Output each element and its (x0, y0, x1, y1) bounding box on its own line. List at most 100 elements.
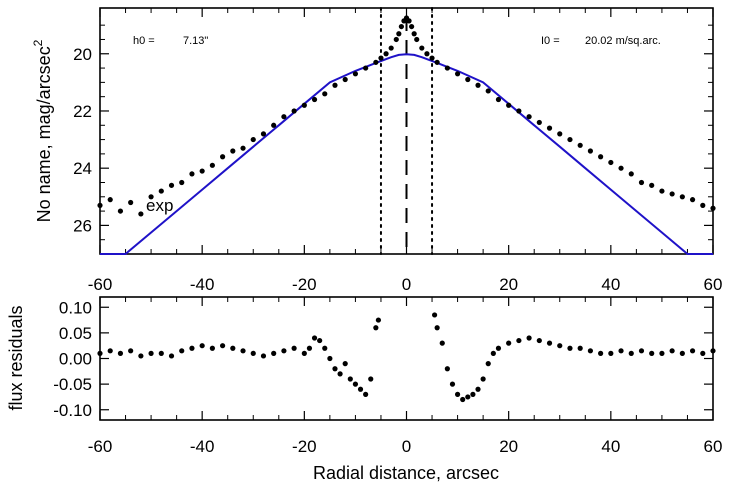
observed-profile-point (409, 23, 415, 30)
observed-profile-point (209, 162, 215, 168)
bottom-x-tick-label: -40 (190, 437, 215, 456)
residual-point (107, 348, 113, 354)
bottom-x-tick-label: -20 (292, 437, 317, 456)
top-x-tick-label: -40 (190, 275, 215, 294)
residual-point (342, 361, 348, 367)
observed-profile-point (363, 65, 369, 71)
x-axis-title: Radial distance, arcsec (313, 463, 499, 483)
observed-profile-point (411, 31, 417, 37)
residual-point (506, 340, 512, 346)
observed-profile-point (271, 122, 277, 128)
residual-point (189, 345, 195, 351)
observed-profile-point (199, 168, 205, 174)
residual-point (347, 376, 353, 382)
observed-profile-point (700, 202, 706, 208)
observed-profile-point (689, 197, 696, 203)
observed-profile-point (465, 76, 471, 83)
residual-point (444, 366, 450, 372)
observed-profile-point (475, 82, 481, 88)
observed-profile-point (168, 182, 175, 188)
residual-point (431, 312, 438, 318)
residual-point (209, 345, 215, 351)
top-x-tick-label: 40 (601, 275, 620, 294)
h0-label: h0 = (133, 35, 155, 47)
observed-profile-point (526, 114, 532, 120)
residual-point (434, 325, 440, 331)
residual-point (454, 391, 461, 397)
top-y-tick-label: 22 (73, 102, 92, 121)
bottom-y-tick-label: 0.10 (59, 298, 92, 317)
observed-profile-point (628, 171, 634, 177)
residual-point (460, 396, 466, 403)
observed-profile-point (506, 102, 512, 108)
observed-profile-point (557, 131, 563, 137)
residual-point (495, 345, 502, 351)
residual-point (337, 371, 343, 377)
residual-point (628, 350, 634, 356)
observed-profile-point (189, 171, 195, 177)
observed-profile-point (332, 82, 338, 88)
observed-profile-point (301, 102, 307, 108)
residual-point (158, 350, 164, 356)
observed-profile-point (107, 197, 113, 203)
residual-point (649, 350, 655, 356)
observed-profile-point (608, 159, 614, 166)
residual-point (148, 350, 154, 356)
observed-profile-point (230, 148, 236, 154)
observed-profile-point (638, 179, 645, 186)
observed-profile-point (546, 125, 553, 131)
bottom-x-tick-label: 60 (704, 437, 723, 456)
residual-point (480, 376, 486, 382)
bottom-y-tick-label: -0.05 (53, 375, 92, 394)
residual-point (375, 317, 382, 323)
bottom-y-tick-label: 0.00 (59, 350, 92, 369)
observed-profile-point (516, 108, 522, 114)
observed-profile-point (618, 165, 624, 171)
residual-point (179, 348, 185, 354)
residual-point (373, 325, 379, 331)
bottom-x-tick-label: 0 (402, 437, 411, 456)
top-y-tick-label: 24 (73, 159, 92, 178)
observed-profile-point (250, 136, 256, 143)
observed-profile-point (393, 36, 399, 43)
observed-profile-point (158, 188, 164, 194)
residual-points (97, 312, 716, 403)
residual-point (327, 355, 333, 362)
observed-profile-points (97, 15, 716, 217)
residual-point (485, 361, 491, 367)
residual-point (679, 350, 685, 356)
observed-profile-point (148, 194, 154, 200)
residual-point (465, 394, 471, 400)
residual-point (199, 343, 205, 349)
residual-point (608, 350, 614, 356)
bottom-panel-frame (99, 296, 714, 421)
observed-profile-point (424, 51, 430, 57)
observed-profile-point (322, 91, 328, 97)
observed-profile-point (536, 119, 542, 126)
residual-point (618, 348, 624, 354)
observed-profile-point (495, 96, 502, 103)
residual-point (536, 337, 542, 344)
observed-profile-point (598, 154, 604, 160)
residual-point (311, 335, 318, 341)
residual-point (128, 348, 134, 354)
observed-profile-point (281, 114, 287, 120)
residual-point (669, 348, 675, 354)
residual-point (363, 391, 369, 397)
residual-point (97, 350, 103, 356)
observed-profile-point (577, 142, 583, 148)
observed-profile-point (117, 208, 124, 214)
residual-point (567, 345, 573, 351)
observed-profile-point (378, 55, 384, 61)
observed-profile-point (220, 154, 226, 160)
observed-profile-point (649, 182, 655, 188)
observed-profile-point (352, 71, 359, 77)
residual-point (168, 353, 175, 359)
exp-model-label: exp (146, 196, 173, 215)
residual-point (689, 348, 696, 354)
residual-point (357, 386, 364, 392)
observed-profile-point (434, 59, 440, 65)
i0-label: I0 = (541, 35, 560, 47)
